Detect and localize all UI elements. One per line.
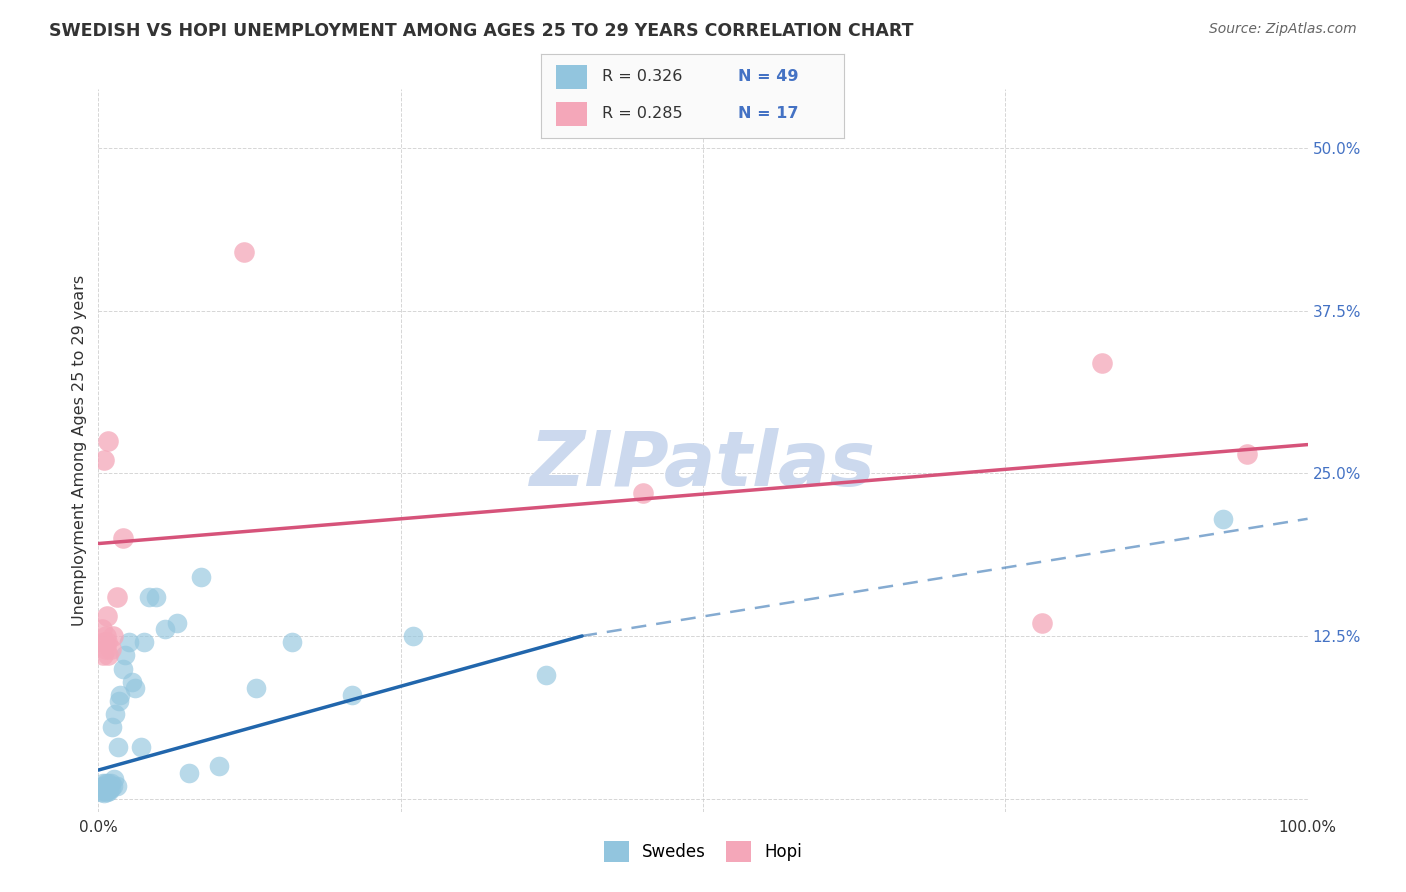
Point [100, 781, 122, 796]
Point [108, 688, 131, 702]
Point [104, 707, 127, 722]
Text: N = 17: N = 17 [738, 106, 799, 120]
Point [153, 623, 176, 637]
Point [105, 779, 128, 793]
Point [145, 590, 167, 604]
Point [138, 590, 160, 604]
Point [121, 674, 143, 689]
Point [129, 739, 152, 754]
Point [342, 688, 364, 702]
Point [97, 434, 120, 448]
Point [91, 776, 114, 790]
Point [107, 739, 129, 754]
Text: R = 0.285: R = 0.285 [602, 106, 682, 120]
Point [94, 780, 117, 794]
Point [97, 780, 120, 794]
Point [114, 648, 136, 663]
Point [134, 635, 156, 649]
Point [98, 784, 121, 798]
Point [90, 785, 112, 799]
Point [111, 661, 134, 675]
Point [166, 615, 188, 630]
Point [534, 668, 557, 682]
Point [96, 609, 118, 624]
Point [232, 244, 254, 259]
Point [1091, 355, 1114, 369]
Point [208, 759, 231, 773]
Point [94, 784, 117, 798]
Point [98, 779, 121, 793]
Bar [557, 102, 586, 126]
Point [96, 635, 118, 649]
Point [97, 782, 120, 797]
Point [93, 781, 115, 796]
Point [97, 776, 120, 790]
Point [100, 642, 122, 657]
Point [108, 694, 131, 708]
Bar [557, 65, 586, 89]
Point [402, 629, 425, 643]
Point [94, 776, 117, 790]
Point [97, 648, 120, 663]
Point [1236, 447, 1258, 461]
Point [111, 532, 134, 546]
Y-axis label: Unemployment Among Ages 25 to 29 years: Unemployment Among Ages 25 to 29 years [72, 275, 87, 626]
Point [103, 772, 125, 787]
Point [100, 776, 122, 790]
Point [91, 623, 114, 637]
Point [91, 648, 114, 663]
Point [93, 453, 115, 467]
Point [91, 781, 114, 796]
Point [96, 785, 118, 799]
Point [93, 635, 115, 649]
Point [118, 635, 141, 649]
Point [101, 779, 124, 793]
Point [100, 720, 122, 734]
Point [105, 590, 128, 604]
Point [91, 779, 114, 793]
Point [190, 570, 212, 584]
Point [281, 635, 304, 649]
Text: N = 49: N = 49 [738, 70, 799, 85]
Point [124, 681, 146, 695]
Point [96, 779, 118, 793]
Point [93, 787, 115, 801]
Point [1212, 512, 1234, 526]
Point [101, 629, 124, 643]
Text: Source: ZipAtlas.com: Source: ZipAtlas.com [1209, 22, 1357, 37]
Legend: Swedes, Hopi: Swedes, Hopi [598, 835, 808, 869]
Point [93, 779, 115, 793]
Point [94, 642, 117, 657]
Point [179, 765, 201, 780]
Text: SWEDISH VS HOPI UNEMPLOYMENT AMONG AGES 25 TO 29 YEARS CORRELATION CHART: SWEDISH VS HOPI UNEMPLOYMENT AMONG AGES … [49, 22, 914, 40]
Point [245, 681, 267, 695]
Point [91, 784, 114, 798]
Point [94, 629, 117, 643]
Text: ZIPatlas: ZIPatlas [530, 428, 876, 502]
Point [1031, 615, 1053, 630]
Point [631, 485, 654, 500]
Text: R = 0.326: R = 0.326 [602, 70, 682, 85]
Point [96, 781, 118, 796]
